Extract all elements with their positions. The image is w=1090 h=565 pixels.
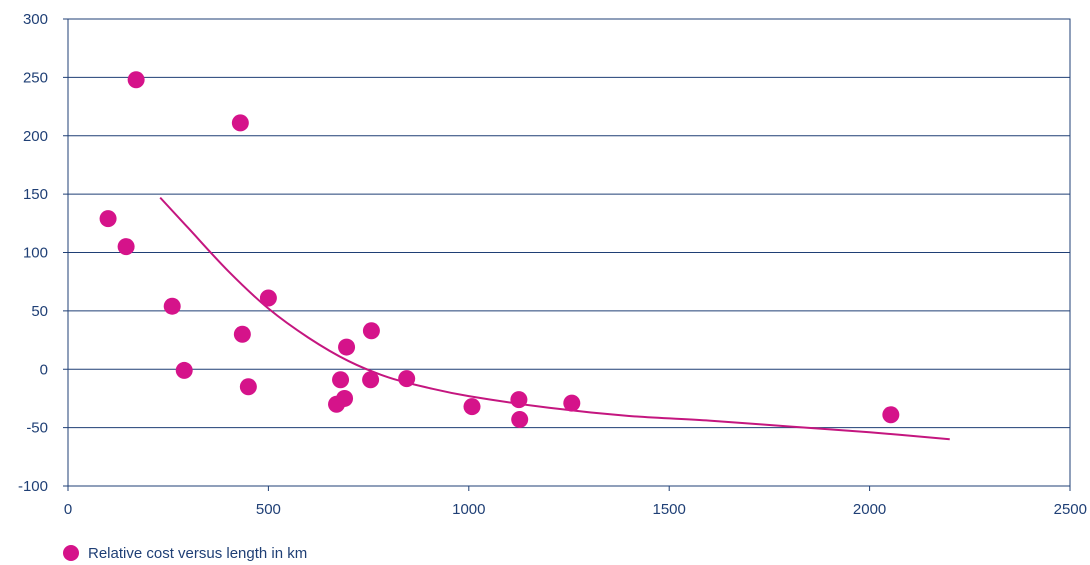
x-tick-label: 2500: [1054, 501, 1087, 518]
data-point: [362, 322, 380, 340]
y-tick-label: 50: [31, 303, 48, 320]
gridlines: [68, 18, 1070, 429]
data-point: [332, 371, 350, 389]
data-point: [99, 210, 117, 228]
x-tick-label: 2000: [853, 501, 886, 518]
y-tick-label: 300: [23, 11, 48, 28]
data-point: [338, 338, 356, 356]
data-point: [163, 297, 181, 315]
trendline-group: [159, 196, 950, 441]
data-point: [239, 378, 257, 396]
data-point: [362, 371, 380, 389]
y-tick-label: 200: [23, 128, 48, 145]
data-point: [563, 394, 581, 412]
data-point: [117, 238, 135, 256]
data-point: [175, 361, 193, 379]
data-point: [231, 114, 249, 132]
y-tick-label: -100: [18, 478, 48, 495]
y-tick-label: 250: [23, 69, 48, 86]
data-point: [398, 370, 416, 388]
x-axis-ticks: 0 500 1000 1500 2000 2500: [64, 486, 1087, 518]
y-tick-label: 100: [23, 245, 48, 262]
data-point: [259, 289, 277, 307]
x-tick-label: 1500: [653, 501, 686, 518]
y-tick-label: 0: [40, 361, 48, 378]
y-axis-ticks: 300 250 200 150 100 50 0 -50 -100: [18, 11, 68, 495]
trendline: [159, 196, 950, 441]
data-points: [99, 71, 900, 428]
y-tick-label: 150: [23, 186, 48, 203]
legend-label: Relative cost versus length in km: [88, 545, 307, 562]
data-point: [233, 325, 251, 343]
x-tick-label: 500: [256, 501, 281, 518]
data-point: [463, 398, 481, 416]
data-point: [127, 71, 145, 89]
y-tick-label: -50: [26, 420, 48, 437]
data-point: [511, 410, 529, 428]
x-tick-label: 1000: [452, 501, 485, 518]
data-point: [882, 406, 900, 424]
legend: Relative cost versus length in km: [63, 545, 307, 562]
x-tick-label: 0: [64, 501, 72, 518]
data-point: [510, 391, 528, 409]
legend-marker: [63, 545, 79, 561]
data-point: [336, 389, 354, 407]
